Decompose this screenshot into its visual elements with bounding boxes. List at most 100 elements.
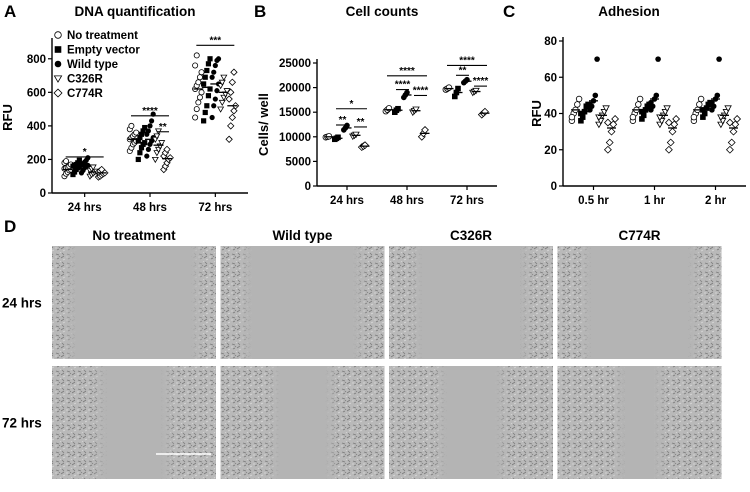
- data-point-wild-type: [211, 103, 217, 109]
- data-point-empty-vector: [578, 117, 584, 124]
- data-point-c774r: [361, 141, 369, 150]
- panel-letter-b: B: [254, 2, 266, 21]
- data-point-c774r: [603, 118, 612, 127]
- significance-label: ****: [413, 85, 429, 96]
- legend-marker-empty-vector: [54, 46, 62, 53]
- data-point-c774r: [230, 68, 238, 76]
- data-point-no-treatment: [575, 95, 583, 103]
- scratch-gap: [76, 246, 192, 359]
- scratch-edge-left: [62, 246, 77, 359]
- data-point-c326r: [602, 105, 610, 112]
- micrograph-row-label: 24 hrs: [2, 296, 42, 311]
- data-point-empty-vector: [395, 105, 401, 112]
- data-point-c774r: [733, 115, 742, 123]
- significance-label: ***: [209, 35, 221, 46]
- significance-label: ****: [459, 55, 475, 66]
- data-point-empty-vector: [140, 128, 146, 134]
- data-point-c774r: [603, 145, 612, 154]
- micrograph-column-label: C326R: [450, 228, 492, 243]
- legend-label-c774r: C774R: [67, 88, 103, 100]
- x-tick-label: 72 hrs: [450, 195, 484, 207]
- data-point-empty-vector: [639, 116, 645, 122]
- micrograph-column-label: Wild type: [273, 228, 333, 243]
- data-point-no-treatment: [696, 101, 703, 108]
- data-point-empty-vector: [138, 145, 145, 151]
- x-tick-label: 72 hrs: [198, 202, 232, 214]
- data-point-c774r: [729, 127, 738, 136]
- data-point-c326r: [158, 140, 166, 147]
- data-point-wild-type: [716, 56, 722, 62]
- data-point-no-treatment: [192, 114, 199, 121]
- data-point-wild-type: [145, 146, 151, 152]
- data-point-empty-vector: [142, 124, 148, 131]
- data-point-c774r: [228, 113, 237, 122]
- scratch-edge-left: [265, 366, 280, 479]
- data-point-wild-type: [214, 88, 220, 94]
- micrograph-c326r-72-hrs: [389, 366, 553, 479]
- data-point-wild-type: [594, 56, 600, 62]
- data-point-wild-type: [212, 62, 218, 69]
- scratch-edge-left: [610, 366, 625, 479]
- data-point-wild-type: [147, 123, 153, 129]
- legend-label-no-treatment: No treatment: [67, 30, 138, 42]
- data-point-no-treatment: [629, 113, 637, 121]
- data-point-no-treatment: [574, 101, 581, 108]
- data-point-wild-type: [145, 128, 151, 134]
- y-axis-label: RFU: [529, 100, 544, 127]
- data-point-wild-type: [212, 96, 218, 102]
- data-point-c326r: [412, 106, 420, 114]
- data-point-empty-vector: [701, 110, 708, 117]
- data-point-c774r: [228, 78, 237, 86]
- data-point-empty-vector: [76, 157, 82, 163]
- x-tick-label: 24 hrs: [68, 202, 102, 214]
- significance-label: ****: [473, 76, 489, 87]
- scratch-gap: [106, 366, 162, 479]
- data-point-empty-vector: [455, 85, 461, 92]
- y-tick-label: 400: [27, 121, 46, 133]
- data-point-no-treatment: [195, 99, 202, 106]
- data-point-empty-vector: [700, 114, 706, 120]
- x-tick-label: 0.5 hr: [578, 195, 609, 207]
- data-point-c774r: [163, 145, 171, 154]
- scratch-edge-right: [654, 366, 669, 479]
- significance-label: **: [339, 115, 347, 126]
- x-tick-label: 48 hrs: [133, 202, 167, 214]
- scratch-edge-right: [495, 366, 510, 479]
- data-point-empty-vector: [135, 156, 141, 163]
- data-point-empty-vector: [138, 131, 145, 137]
- data-point-no-treatment: [198, 69, 205, 76]
- data-point-c774r: [227, 122, 235, 130]
- data-point-wild-type: [714, 92, 721, 99]
- data-point-c326r: [151, 156, 159, 164]
- significance-label: *: [83, 147, 87, 158]
- y-tick-label: 200: [27, 154, 46, 166]
- data-point-c774r: [225, 95, 233, 103]
- data-point-c326r: [89, 164, 97, 171]
- y-tick-label: 80: [544, 36, 557, 48]
- data-point-no-treatment: [192, 62, 199, 69]
- data-point-empty-vector: [207, 86, 213, 92]
- scratch-edge-right: [325, 366, 340, 479]
- data-point-empty-vector: [137, 135, 143, 141]
- significance-label: ****: [395, 80, 411, 91]
- scratch-edge-right: [161, 366, 176, 479]
- data-point-empty-vector: [202, 109, 208, 116]
- chart-title: DNA quantification: [75, 4, 196, 19]
- panel-letter-a: A: [4, 2, 16, 21]
- data-point-c326r: [724, 105, 732, 112]
- significance-label: ****: [142, 106, 158, 117]
- data-point-c774r: [611, 115, 620, 123]
- micrograph-column-label: No treatment: [92, 228, 176, 243]
- legend-marker-c774r: [53, 88, 63, 98]
- scratch-edge-right: [353, 246, 368, 359]
- significance-label: **: [459, 65, 467, 76]
- data-point-empty-vector: [201, 81, 207, 87]
- data-point-c326r: [218, 99, 226, 107]
- data-point-wild-type: [648, 99, 654, 106]
- significance-label: **: [159, 122, 167, 133]
- data-point-c774r: [666, 138, 675, 147]
- micrograph-c774r-72-hrs: [557, 366, 722, 479]
- data-point-c774r: [607, 127, 616, 136]
- y-axis-label: Cells/ well: [256, 93, 271, 156]
- x-tick-label: 48 hrs: [390, 195, 424, 207]
